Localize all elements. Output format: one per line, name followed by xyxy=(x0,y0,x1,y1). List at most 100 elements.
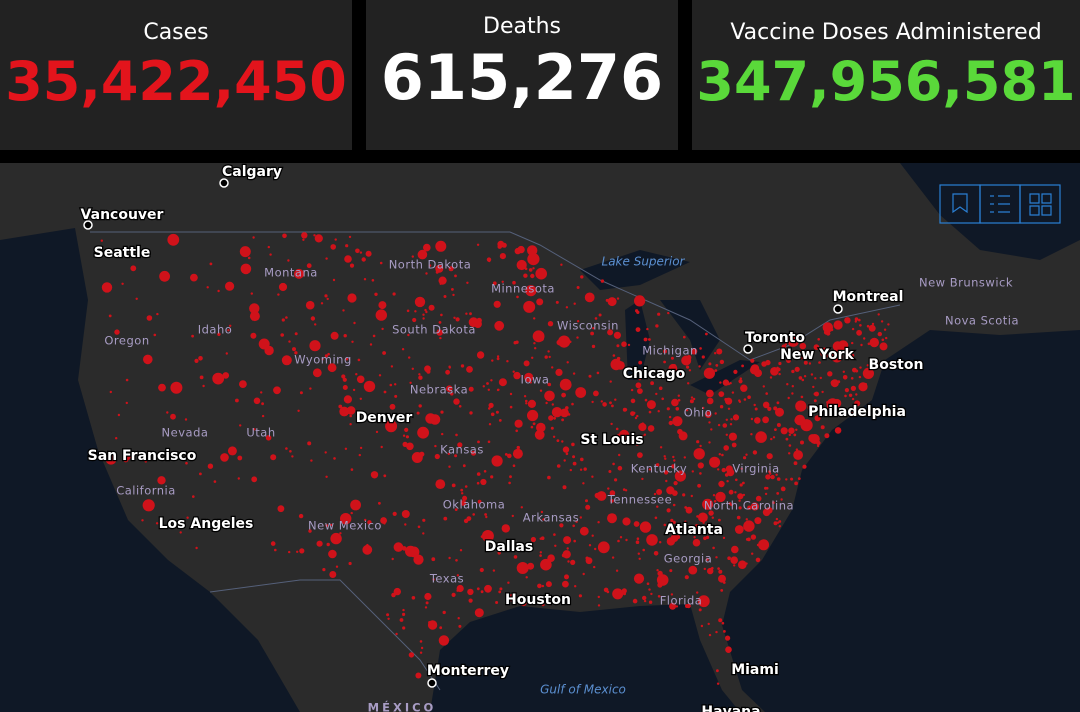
case-dot xyxy=(335,565,339,568)
case-dot xyxy=(725,635,731,641)
case-dot xyxy=(715,556,718,559)
toolbar[interactable] xyxy=(939,184,1061,224)
case-dot xyxy=(580,457,584,462)
case-dot xyxy=(330,532,342,545)
case-dot xyxy=(736,515,741,520)
case-dot xyxy=(541,584,545,588)
case-dot xyxy=(163,457,167,461)
case-dot xyxy=(553,416,556,420)
region-label: Ohio xyxy=(684,406,713,420)
case-dot xyxy=(648,468,652,471)
case-dot xyxy=(321,358,324,361)
region-label: North Carolina xyxy=(704,499,794,513)
case-dot xyxy=(706,523,709,526)
case-dot xyxy=(750,365,759,375)
case-dot xyxy=(715,364,719,367)
case-dot xyxy=(251,476,258,483)
case-dot xyxy=(672,503,676,507)
case-dot xyxy=(708,510,714,516)
case-dot xyxy=(698,512,708,523)
case-dot xyxy=(469,411,473,415)
case-dot xyxy=(714,352,717,355)
case-dot xyxy=(582,482,585,485)
case-dot xyxy=(349,263,355,268)
case-dot xyxy=(700,624,704,628)
case-dot xyxy=(355,248,360,254)
city-label: Dallas xyxy=(485,539,533,555)
case-dot xyxy=(490,379,493,382)
case-dot xyxy=(499,253,506,260)
case-dot xyxy=(514,592,517,595)
case-dot xyxy=(627,343,631,347)
case-dot xyxy=(562,596,565,599)
region-label: Nevada xyxy=(162,426,209,440)
case-dot xyxy=(239,424,242,427)
case-dot xyxy=(837,406,841,410)
case-dot xyxy=(718,453,721,456)
case-dot xyxy=(880,320,884,323)
case-dot xyxy=(655,463,660,467)
case-dot xyxy=(699,472,702,475)
stat-panel: Cases 35,422,450 xyxy=(0,0,352,150)
case-dot xyxy=(492,569,496,572)
case-dot xyxy=(791,385,794,388)
case-dot xyxy=(569,468,572,472)
bookmark-icon xyxy=(952,193,968,214)
case-dot xyxy=(341,374,346,379)
case-dot xyxy=(498,419,502,422)
case-dot xyxy=(596,371,600,375)
case-dot xyxy=(689,399,694,404)
case-dot xyxy=(561,598,564,601)
case-dot xyxy=(265,435,272,441)
case-dot xyxy=(816,440,821,446)
case-dot xyxy=(571,442,575,447)
case-dot xyxy=(466,366,473,373)
case-dot xyxy=(240,263,252,275)
case-dot xyxy=(860,343,863,347)
case-dot xyxy=(848,393,853,397)
case-dot xyxy=(842,370,845,373)
case-dot xyxy=(636,537,640,540)
case-dot xyxy=(718,391,725,397)
case-dot xyxy=(227,446,237,456)
case-dot xyxy=(349,423,352,426)
case-dot xyxy=(668,420,673,426)
case-dot xyxy=(646,534,658,546)
case-dot xyxy=(551,403,554,406)
case-dot xyxy=(776,477,781,481)
case-dot xyxy=(686,365,690,369)
case-dot xyxy=(717,423,721,427)
case-dot xyxy=(733,564,736,567)
case-dot xyxy=(555,368,563,376)
case-dot xyxy=(678,431,688,441)
case-dot xyxy=(458,405,462,408)
city-label: Los Angeles xyxy=(159,516,254,532)
case-dot xyxy=(765,474,771,480)
case-dot xyxy=(745,453,748,456)
case-dot xyxy=(672,416,683,427)
basemap-button[interactable] xyxy=(1019,184,1061,224)
case-dot xyxy=(280,333,285,337)
case-dot xyxy=(762,416,769,424)
case-dot xyxy=(715,630,718,634)
case-dot xyxy=(673,481,678,486)
case-dot xyxy=(776,423,781,427)
case-dot xyxy=(195,546,198,550)
case-dot xyxy=(675,605,679,608)
case-dot xyxy=(369,343,373,346)
case-dot xyxy=(576,320,580,323)
case-dot xyxy=(554,544,557,547)
case-dot xyxy=(327,363,337,373)
case-dot xyxy=(635,382,642,389)
case-dot xyxy=(153,333,157,337)
case-dot xyxy=(627,435,631,439)
case-dot xyxy=(775,517,779,521)
case-dot xyxy=(858,318,861,322)
case-dot xyxy=(791,392,794,395)
case-dot xyxy=(281,318,285,322)
case-dot xyxy=(585,556,589,560)
case-dot xyxy=(740,467,743,470)
case-dot xyxy=(344,255,352,263)
case-dot xyxy=(479,567,484,573)
